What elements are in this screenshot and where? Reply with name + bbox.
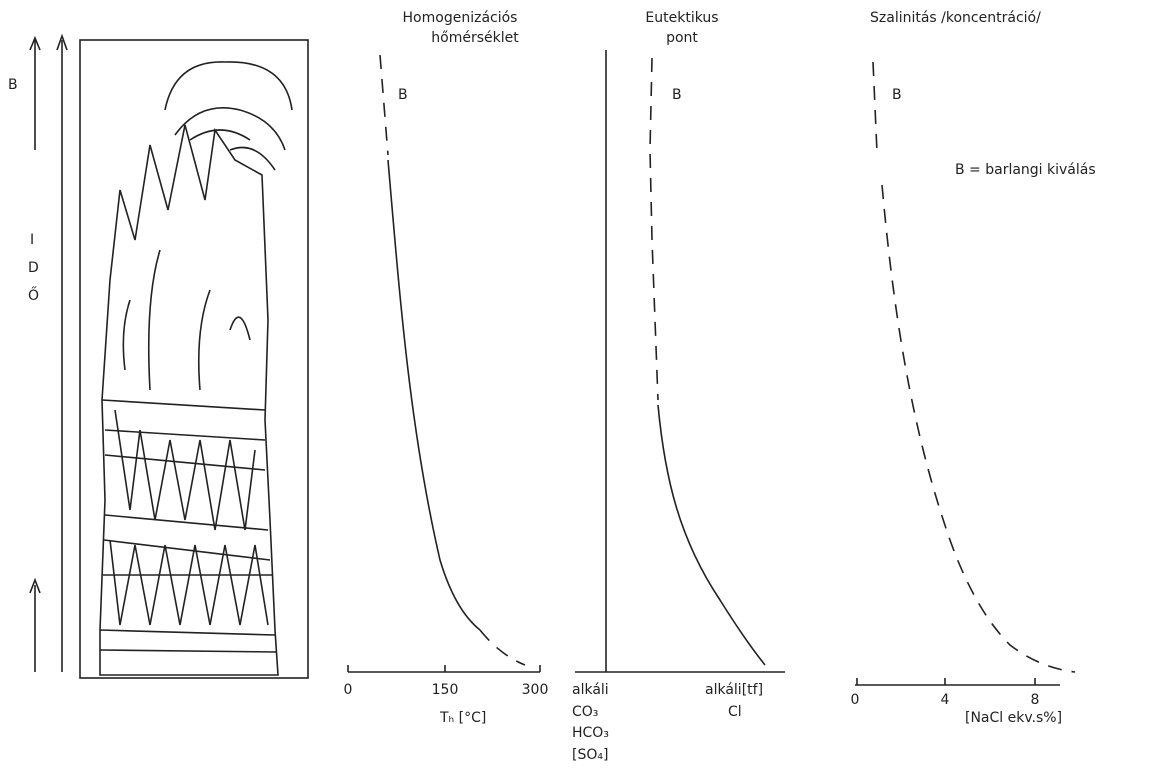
panel-title: pont <box>666 30 698 46</box>
panel-1-curve <box>347 54 541 673</box>
left-label: [SO₄] <box>572 747 608 763</box>
tick-label: 0 <box>344 682 353 698</box>
panel-title: Homogenizációs <box>403 10 518 26</box>
tick-label: 8 <box>1031 692 1040 708</box>
right-label: Cl <box>728 704 742 720</box>
panel-2-curve <box>575 50 785 673</box>
time-label: D <box>28 260 39 276</box>
tick-label: 300 <box>522 682 549 698</box>
panel-3-curve <box>855 61 1076 686</box>
panel-title: hőmérséklet <box>431 30 519 46</box>
time-label: I <box>30 232 34 248</box>
labels: B I D Ő Homogenizációs hőmérséklet B 0 1… <box>8 10 1096 763</box>
left-label: CO₃ <box>572 704 598 720</box>
tick-label: 4 <box>941 692 950 708</box>
left-label: HCO₃ <box>572 725 609 741</box>
left-label: alkáli <box>572 682 609 698</box>
tick-label: 0 <box>851 692 860 708</box>
crystal-sketch <box>79 39 309 679</box>
marker: B <box>672 87 682 103</box>
panel-title: Szalinitás /koncentráció/ <box>870 10 1041 26</box>
top-label: B <box>8 77 18 93</box>
axis-label: [NaCl ekv.s%] <box>965 710 1062 726</box>
marker: B <box>398 87 408 103</box>
axis-label: Tₕ [°C] <box>439 710 486 726</box>
panel-title: Eutektikus <box>645 10 718 26</box>
time-label: Ő <box>28 286 39 304</box>
right-label: alkáli[tf] <box>705 682 763 698</box>
tick-label: 150 <box>432 682 459 698</box>
legend: B = barlangi kiválás <box>955 162 1096 178</box>
left-axes <box>29 33 68 672</box>
marker: B <box>892 87 902 103</box>
